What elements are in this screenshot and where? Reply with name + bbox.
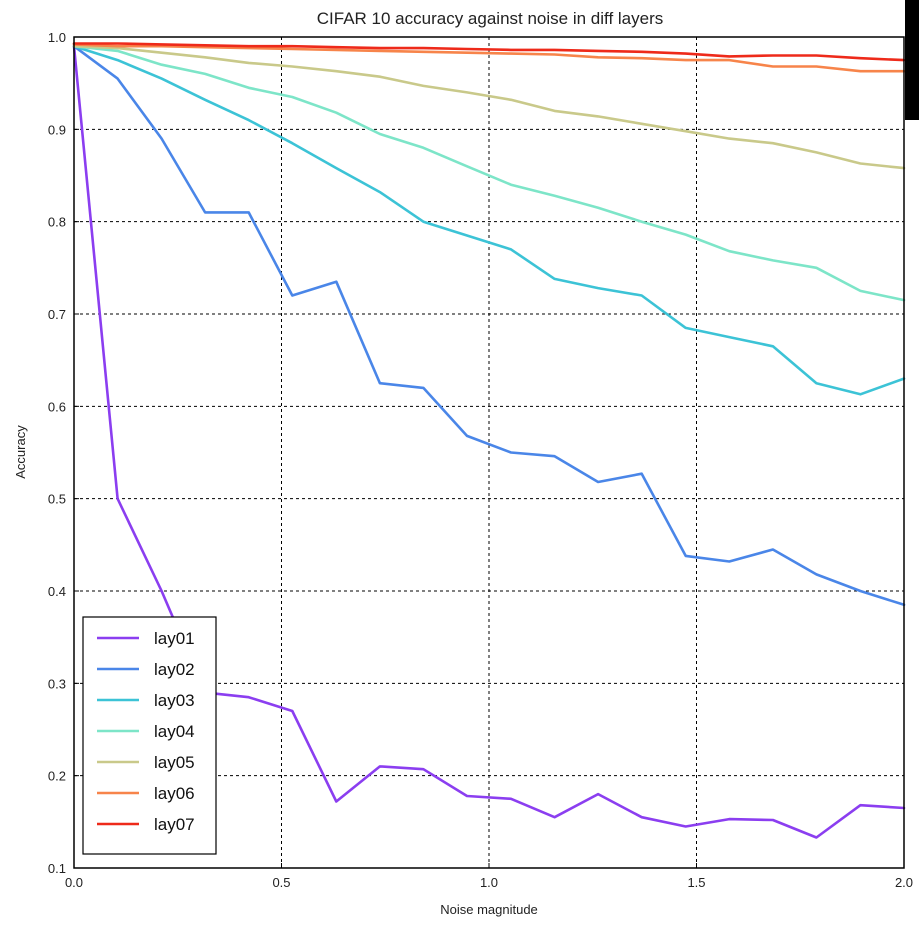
y-tick-label: 0.4	[48, 584, 66, 599]
dark-edge-overlay	[905, 0, 919, 120]
x-axis-ticks: 0.0 0.5 1.0 1.5 2.0	[65, 863, 913, 890]
y-tick-label: 1.0	[48, 30, 66, 45]
legend-label-lay04: lay04	[154, 722, 195, 741]
series-line-lay04	[72, 44, 906, 302]
x-axis-label: Noise magnitude	[440, 902, 538, 917]
y-tick-label: 0.8	[48, 215, 66, 230]
y-tick-label: 0.3	[48, 676, 66, 691]
legend-label-lay05: lay05	[154, 753, 195, 772]
x-tick-label: 0.5	[272, 875, 290, 890]
series-line-lay02	[72, 44, 906, 607]
legend-label-lay07: lay07	[154, 815, 195, 834]
series-line-lay05	[72, 44, 906, 170]
y-axis-label: Accuracy	[13, 425, 28, 479]
x-tick-label: 0.0	[65, 875, 83, 890]
legend-label-lay01: lay01	[154, 629, 195, 648]
y-axis-ticks: 0.1 0.2 0.3 0.4 0.5 0.6 0.7 0.8 0.9 1.0	[48, 30, 79, 876]
series-line-lay07	[72, 42, 906, 62]
y-tick-label: 0.2	[48, 769, 66, 784]
series-line-lay06	[72, 43, 906, 73]
x-tick-label: 1.5	[687, 875, 705, 890]
legend: lay01 lay02 lay03 lay04 lay05 lay06 lay07	[82, 616, 217, 855]
y-tick-label: 0.7	[48, 307, 66, 322]
series-line-lay03	[72, 44, 906, 396]
y-tick-label: 0.6	[48, 399, 66, 414]
legend-label-lay02: lay02	[154, 660, 195, 679]
y-tick-label: 0.1	[48, 861, 66, 876]
legend-label-lay06: lay06	[154, 784, 195, 803]
y-tick-label: 0.9	[48, 122, 66, 137]
y-tick-label: 0.5	[48, 492, 66, 507]
legend-label-lay03: lay03	[154, 691, 195, 710]
legend-box	[82, 616, 217, 855]
x-tick-label: 2.0	[895, 875, 913, 890]
x-tick-label: 1.0	[480, 875, 498, 890]
chart-title: CIFAR 10 accuracy against noise in diff …	[317, 9, 663, 28]
